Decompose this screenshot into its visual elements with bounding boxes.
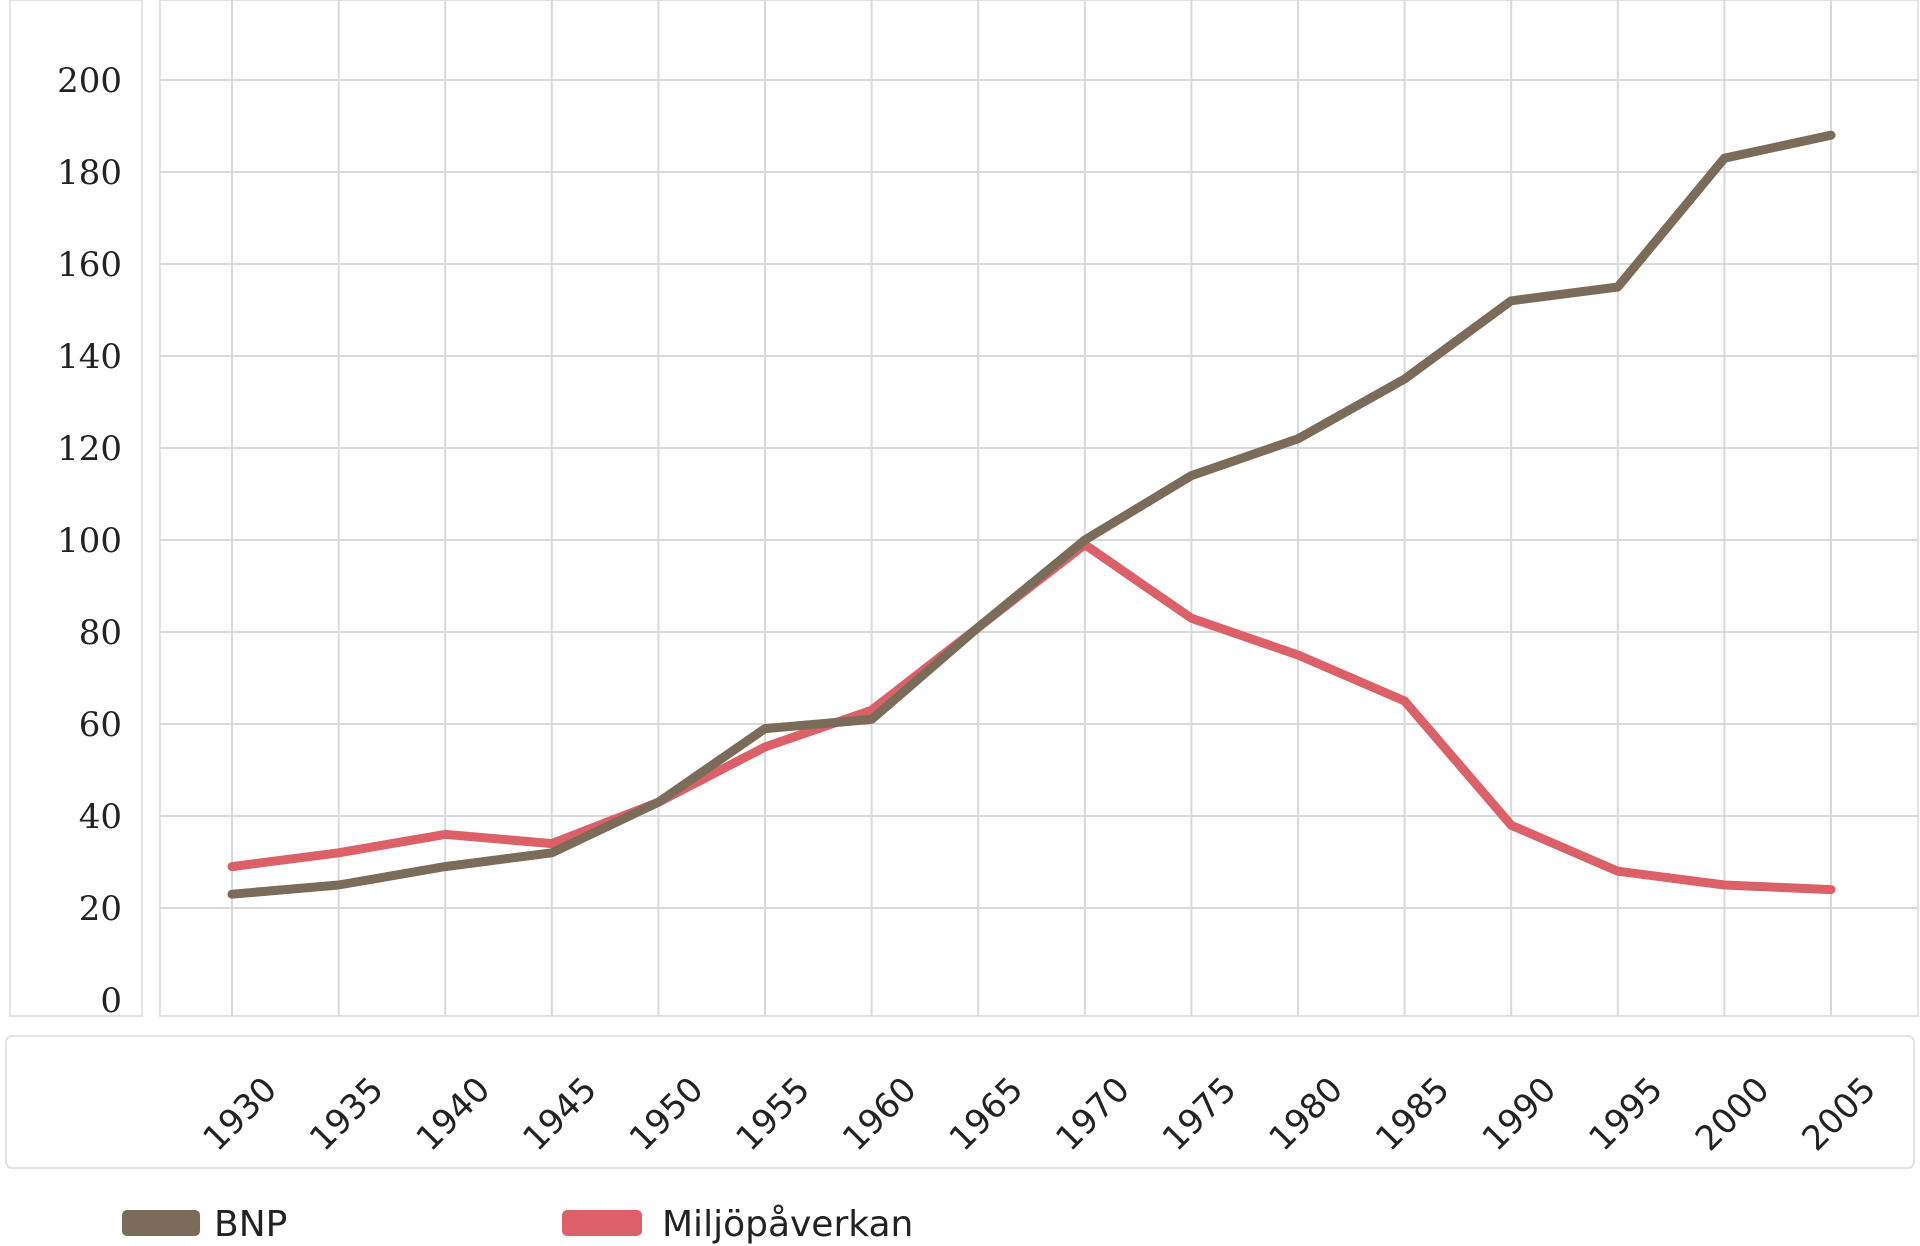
data-point-milj-p-verkan-1985 [1404,700,1406,702]
data-point-bnp-1960 [871,718,873,720]
series-line-bnp [227,130,1836,899]
legend-swatch-miljopaverkan [562,1210,642,1236]
legend-label-bnp: BNP [214,1204,287,1245]
data-point-milj-p-verkan-1960 [871,709,873,711]
data-point-milj-p-verkan-1980 [1297,654,1299,656]
data-point-bnp-2000 [1723,157,1725,159]
y-axis-panel [9,0,143,1017]
y-tick-label-40: 40 [79,797,122,837]
data-point-bnp-1990 [1510,300,1512,302]
data-point-bnp-1930 [231,893,233,895]
legend-label-miljopaverkan: Miljöpåverkan [662,1204,913,1245]
data-point-milj-p-verkan-1990 [1510,824,1512,826]
y-tick-label-200: 200 [57,61,122,101]
data-point-milj-p-verkan-1935 [338,852,340,854]
data-point-milj-p-verkan-1940 [444,833,446,835]
data-point-milj-p-verkan-1995 [1617,870,1619,872]
y-tick-label-0: 0 [100,981,122,1021]
legend-swatch-bnp [122,1210,200,1236]
y-tick-label-120: 120 [57,429,122,469]
grid [160,0,1918,1016]
plot-panel [159,0,1919,1017]
y-axis-ticks: 0 20 40 60 80 100 120 140 160 180 200 [57,61,122,1021]
data-point-bnp-1935 [338,884,340,886]
y-tick-label-80: 80 [79,613,122,653]
data-point-bnp-1970 [1084,539,1086,541]
data-point-bnp-1965 [977,626,979,628]
data-point-bnp-1975 [1190,475,1192,477]
y-tick-label-20: 20 [79,889,122,929]
legend-item-miljopaverkan: Miljöpåverkan [562,1204,913,1245]
data-point-bnp-2005 [1830,134,1832,136]
data-point-bnp-1940 [444,866,446,868]
y-tick-label-100: 100 [57,521,122,561]
y-tick-label-60: 60 [79,705,122,745]
data-point-milj-p-verkan-2000 [1723,884,1725,886]
data-point-bnp-1950 [657,801,659,803]
data-point-milj-p-verkan-1945 [551,843,553,845]
y-tick-label-160: 160 [57,245,122,285]
series-lines [227,130,1836,899]
data-point-milj-p-verkan-1955 [764,746,766,748]
legend: BNP Miljöpåverkan [122,1204,913,1245]
data-point-milj-p-verkan-1975 [1190,617,1192,619]
data-point-bnp-1945 [551,852,553,854]
legend-item-bnp: BNP [122,1204,287,1245]
y-tick-label-140: 140 [57,337,122,377]
data-point-bnp-1980 [1297,438,1299,440]
data-point-bnp-1985 [1404,378,1406,380]
data-point-milj-p-verkan-2005 [1830,889,1832,891]
data-point-bnp-1995 [1617,286,1619,288]
y-tick-label-180: 180 [57,153,122,193]
data-point-milj-p-verkan-1930 [231,866,233,868]
x-axis-panel [5,1035,1915,1169]
data-point-bnp-1955 [764,728,766,730]
